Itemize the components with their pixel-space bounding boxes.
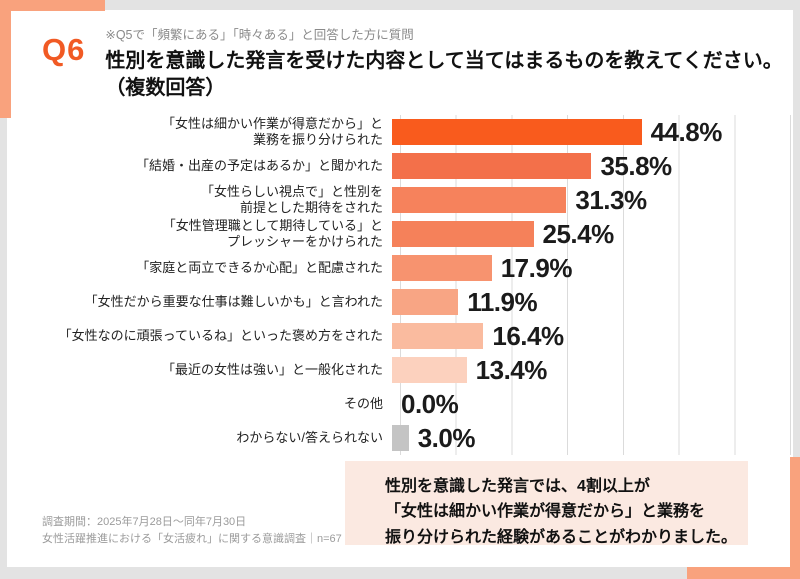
- bar: [392, 255, 492, 281]
- category-label: 「最近の女性は強い」と一般化された: [161, 361, 383, 377]
- chart-row: その他 0.0%: [45, 387, 790, 421]
- chart-row: 「結婚・出産の予定はあるか」と聞かれた 35.8%: [45, 149, 790, 183]
- value-label: 31.3%: [575, 184, 647, 215]
- bar-cell: 13.4%: [392, 353, 782, 387]
- header: Q6 ※Q5で「頻繁にある」「時々ある」と回答した方に質問 性別を意識した発言を…: [42, 24, 783, 102]
- category-label: 「女性管理職として期待している」と プレッシャーをかけられた: [162, 217, 383, 249]
- bar-chart: 「女性は細かい作業が得意だから」と 業務を振り分けられた 44.8% 「結婚・出産の予…: [45, 115, 791, 455]
- value-label: 17.9%: [500, 252, 573, 283]
- value-label: 0.0%: [401, 388, 459, 419]
- chart-rows: 「女性は細かい作業が得意だから」と 業務を振り分けられた 44.8% 「結婚・出産の予…: [45, 115, 790, 455]
- bar: [392, 221, 534, 247]
- chart-row: 「女性なのに頑張っているね」といった褒め方をされた 16.4%: [45, 319, 790, 353]
- question-note: ※Q5で「頻繁にある」「時々ある」と回答した方に質問: [105, 28, 414, 42]
- question-title-line1: 性別を意識した発言を受けた内容として当てはまるものを教えてください。: [105, 50, 783, 72]
- category-label: 「女性は細かい作業が得意だから」と 業務を振り分けられた: [161, 115, 383, 147]
- value-label: 16.4%: [492, 320, 564, 351]
- value-label: 3.0%: [417, 422, 476, 453]
- summary-line2: 「女性は細かい作業が得意だから」と業務を: [385, 503, 706, 521]
- summary-line3: 振り分けられた経験があることがわかりました。: [385, 528, 738, 546]
- bar-cell: 25.4%: [392, 217, 782, 251]
- bar-cell: 11.9%: [392, 285, 782, 319]
- survey-period: 調査期間：2025年7月28日〜同年7月30日: [42, 516, 247, 528]
- summary-line1: 性別を意識した発言では、4割以上が: [385, 478, 650, 495]
- bar: [392, 187, 567, 213]
- value-label: 35.8%: [600, 150, 672, 181]
- corner-accent-bottom-right-vertical: [790, 457, 800, 579]
- category-label: 「女性だから重要な仕事は難しいかも」と言われた: [84, 293, 383, 309]
- bar: [392, 357, 467, 383]
- bar-cell: 17.9%: [392, 251, 782, 285]
- bar-cell: 44.8%: [392, 115, 782, 149]
- bar-cell: 31.3%: [392, 183, 782, 217]
- category-label: わからない/答えられない: [236, 429, 383, 445]
- chart-row: わからない/答えられない 3.0%: [45, 421, 790, 455]
- value-label: 13.4%: [475, 354, 548, 385]
- value-label: 11.9%: [467, 286, 538, 317]
- bar: [392, 323, 484, 349]
- chart-row: 「女性管理職として期待している」と プレッシャーをかけられた 25.4%: [45, 217, 790, 251]
- header-text: ※Q5で「頻繁にある」「時々ある」と回答した方に質問 性別を意識した発言を受けた…: [105, 24, 782, 102]
- chart-row: 「最近の女性は強い」と一般化された 13.4%: [45, 353, 790, 387]
- category-label: 「女性らしい視点で」と性別を 前提とした期待をされた: [200, 183, 383, 215]
- question-title-line2: （複数回答）: [105, 77, 226, 99]
- survey-footnote: 調査期間：2025年7月28日〜同年7月30日 女性活躍推進における「女活疲れ」…: [42, 514, 342, 548]
- summary-callout: 性別を意識した発言では、4割以上が 「女性は細かい作業が得意だから」と業務を 振…: [345, 461, 748, 546]
- corner-accent-top-left-horizontal: [0, 0, 105, 11]
- bar-cell: 0.0%: [392, 387, 782, 421]
- bar-cell: 35.8%: [392, 149, 782, 183]
- category-label: 「女性なのに頑張っているね」といった褒め方をされた: [58, 327, 383, 343]
- question-title: 性別を意識した発言を受けた内容として当てはまるものを教えてください。 （複数回答…: [105, 48, 782, 102]
- value-label: 44.8%: [650, 116, 723, 147]
- bar: [392, 425, 409, 451]
- corner-accent-top-left-vertical: [0, 0, 11, 118]
- bar-cell: 3.0%: [392, 421, 782, 455]
- bar: [392, 119, 642, 145]
- category-label: 「結婚・出産の予定はあるか」と聞かれた: [135, 157, 383, 173]
- chart-row: 「家庭と両立できるか心配」と配慮された 17.9%: [45, 251, 790, 285]
- value-label: 25.4%: [542, 218, 615, 249]
- survey-name: 女性活躍推進における「女活疲れ」に関する意識調査｜n=67: [42, 533, 342, 546]
- chart-row: 「女性だから重要な仕事は難しいかも」と言われた 11.9%: [45, 285, 790, 319]
- chart-row: 「女性は細かい作業が得意だから」と 業務を振り分けられた 44.8%: [45, 115, 790, 149]
- bar: [392, 153, 592, 179]
- bar-cell: 16.4%: [392, 319, 782, 353]
- bar: [392, 289, 459, 315]
- chart-row: 「女性らしい視点で」と性別を 前提とした期待をされた 31.3%: [45, 183, 790, 217]
- question-number: Q6: [42, 32, 86, 67]
- corner-accent-bottom-right-horizontal: [687, 567, 800, 579]
- category-label: 「家庭と両立できるか心配」と配慮された: [136, 259, 383, 275]
- category-label: その他: [343, 395, 383, 411]
